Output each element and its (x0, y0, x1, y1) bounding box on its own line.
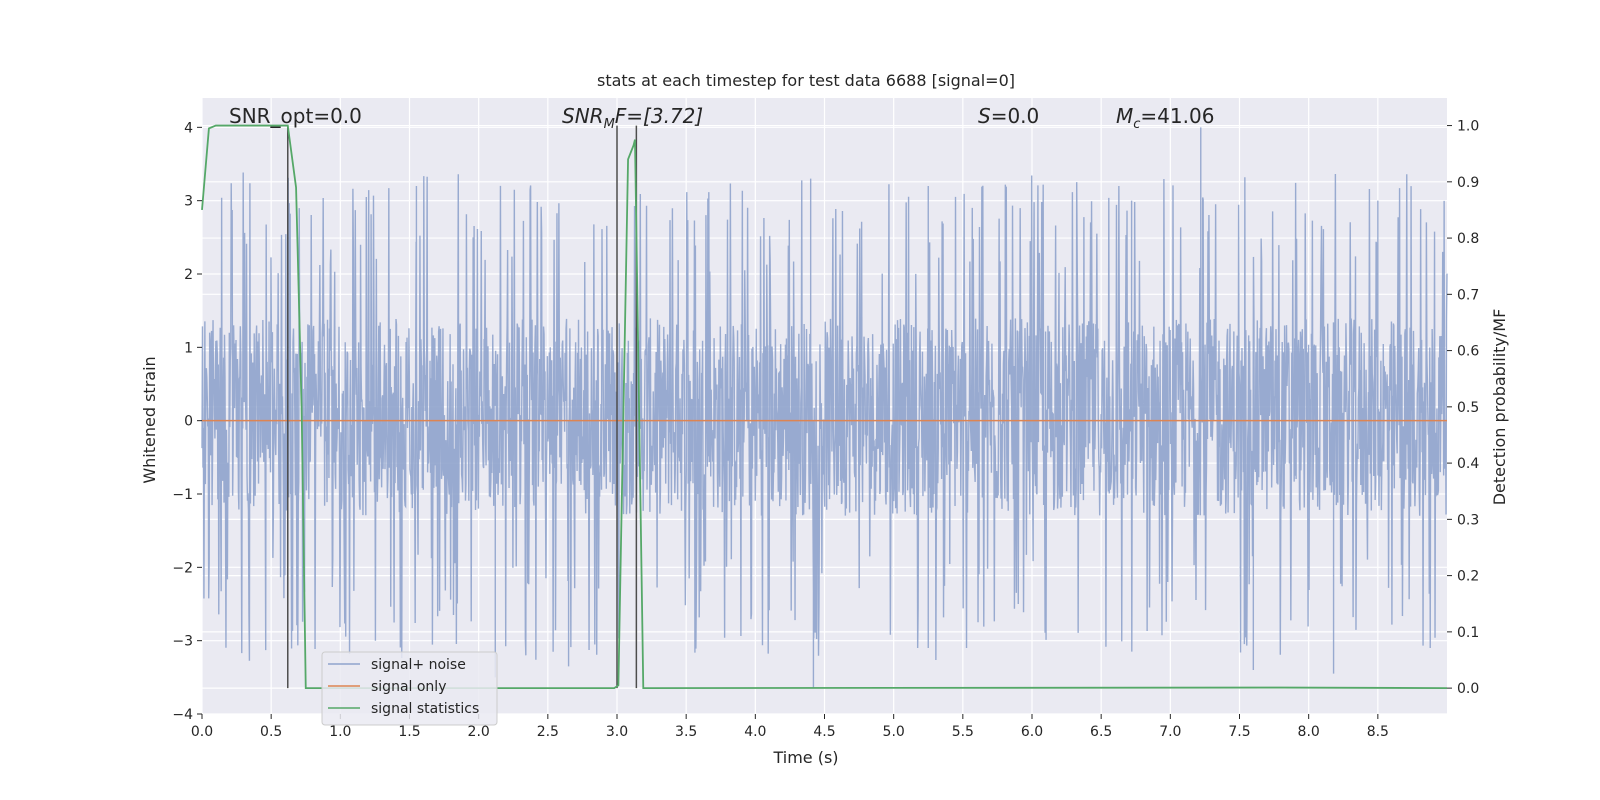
y-tick-label-right: 0.3 (1457, 512, 1479, 528)
y-tick-label-left: 4 (184, 120, 193, 136)
y-tick-label-left: −1 (172, 487, 193, 503)
x-tick-label: 1.0 (329, 724, 351, 740)
x-tick-label: 2.0 (468, 724, 490, 740)
x-tick-label: 7.5 (1228, 724, 1250, 740)
y-tick-label-right: 0.5 (1457, 400, 1479, 416)
annotation-snr-mf: SNRMF=[3.72] (562, 104, 703, 132)
legend-label-signal-statistics: signal statistics (371, 701, 479, 717)
y-axis-label-right: Detection probability/MF (1490, 309, 1509, 506)
x-tick-label: 4.0 (744, 724, 766, 740)
legend: signal+ noise signal only signal statist… (321, 651, 498, 726)
x-tick-label: 5.5 (952, 724, 974, 740)
x-tick-label: 0.0 (191, 724, 213, 740)
x-tick-label: 6.0 (1021, 724, 1043, 740)
y-tick-label-left: −3 (172, 634, 193, 650)
x-tick-label: 8.5 (1367, 724, 1389, 740)
y-tick-label-right: 0.1 (1457, 625, 1479, 641)
annotation-mc: Mc=41.06 (1116, 104, 1214, 132)
x-tick-label: 3.0 (606, 724, 628, 740)
legend-box (321, 651, 498, 726)
y-tick-label-left: −4 (172, 707, 193, 723)
y-tick-label-right: 0.8 (1457, 231, 1479, 247)
y-tick-label-left: 2 (184, 267, 193, 283)
y-tick-label-left: 0 (184, 414, 193, 430)
legend-label-signal-only: signal only (371, 679, 446, 695)
y-tick-label-right: 0.0 (1457, 681, 1479, 697)
y-axis-label-left: Whitened strain (140, 356, 159, 483)
x-tick-label: 7.0 (1159, 724, 1181, 740)
x-tick-label: 2.5 (537, 724, 559, 740)
x-tick-label: 3.5 (675, 724, 697, 740)
x-axis-label: Time (s) (772, 748, 838, 767)
y-tick-label-right: 0.7 (1457, 287, 1479, 303)
x-tick-label: 4.5 (813, 724, 835, 740)
series-signal-statistics (201, 124, 1448, 690)
chart-title: stats at each timestep for test data 668… (597, 71, 1015, 90)
y-tick-label-right: 0.6 (1457, 344, 1479, 360)
y-tick-label-right: 0.2 (1457, 569, 1479, 585)
x-axis: 0.0 0.5 1.0 1.5 2.0 2.5 3.0 3.5 4.0 4.5 5.0 5.5 6.0 6… (191, 714, 1389, 740)
annotations: SNR_opt=0.0 SNRMF=[3.72] S=0.0 Mc=41.06 (229, 104, 1214, 132)
y-tick-label-left: −2 (172, 560, 193, 576)
right-axis: 1.0 0.9 0.8 0.7 0.6 0.5 0.4 0.3 0.2 0.1 0.0 (1447, 119, 1479, 697)
annotation-snr-opt: SNR_opt=0.0 (229, 104, 362, 128)
series-signal-noise (201, 127, 1448, 689)
y-tick-label-left: 3 (184, 194, 193, 210)
x-tick-label: 1.5 (398, 724, 420, 740)
y-tick-label-right: 0.9 (1457, 175, 1479, 191)
annotation-s: S=0.0 (978, 104, 1039, 128)
legend-label-signal-noise: signal+ noise (371, 657, 466, 673)
y-tick-label-right: 0.4 (1457, 456, 1479, 472)
x-tick-label: 0.5 (260, 724, 282, 740)
series-layer (201, 124, 1448, 690)
left-axis: 4 3 2 1 0 −1 −2 −3 −4 (172, 120, 202, 723)
x-tick-label: 5.0 (883, 724, 905, 740)
x-tick-label: 6.5 (1090, 724, 1112, 740)
y-tick-label-right: 1.0 (1457, 119, 1479, 135)
x-tick-label: 8.0 (1298, 724, 1320, 740)
y-tick-label-left: 1 (184, 340, 193, 356)
